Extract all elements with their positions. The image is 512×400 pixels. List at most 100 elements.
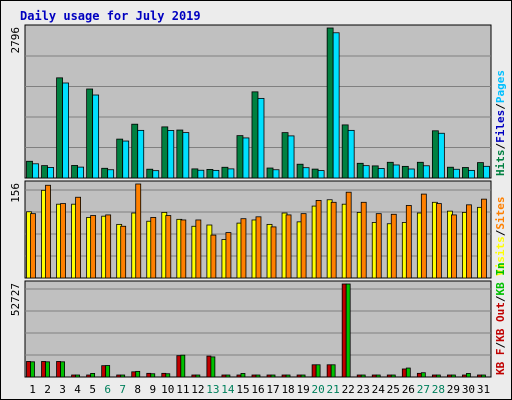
bar-bottom-kb-in-day-24 — [375, 374, 381, 378]
bar-bottom-kb-f-day-10 — [161, 372, 167, 378]
legend-entry-kb-in: KB In — [494, 262, 507, 295]
bar-top-pages-day-9 — [152, 170, 160, 179]
ymax-label-bottom: 52727 — [9, 283, 22, 316]
bar-top-pages-day-18 — [287, 135, 295, 179]
bar-top-hits-day-15 — [236, 135, 244, 179]
bar-top-pages-day-21 — [332, 32, 340, 179]
bar-middle-sites-day-14 — [225, 232, 232, 279]
day-label-2: 2 — [44, 383, 51, 396]
bar-bottom-kb-in-day-23 — [360, 374, 366, 378]
bar-middle-sites-day-20 — [315, 200, 322, 279]
bar-middle-sites-day-28 — [435, 203, 442, 279]
bar-top-hits-day-11 — [176, 129, 184, 179]
bar-bottom-kb-in-day-5 — [90, 373, 96, 378]
legend-separator: / — [494, 143, 507, 150]
bar-top-hits-day-14 — [221, 166, 229, 179]
day-label-4: 4 — [74, 383, 81, 396]
legend-entry-kb-f: KB F — [494, 349, 507, 376]
bar-middle-sites-day-6 — [105, 214, 112, 279]
bar-middle-sites-day-4 — [75, 196, 81, 279]
bar-top-hits-day-29 — [447, 166, 454, 179]
legend-entry-files: Files — [494, 110, 507, 143]
day-label-13: 13 — [206, 383, 219, 396]
panel-bottom — [24, 280, 492, 378]
day-label-24: 24 — [372, 383, 386, 396]
bar-middle-sites-day-18 — [285, 214, 292, 279]
bar-top-hits-day-30 — [462, 167, 469, 179]
bar-bottom-kb-in-day-15 — [240, 373, 246, 378]
bar-bottom-kb-f-day-25 — [386, 374, 392, 378]
bar-top-hits-day-18 — [281, 132, 289, 179]
bar-bottom-kb-f-day-3 — [56, 361, 61, 378]
x-axis-day-labels: 1 2 3 4 5 6 7 8 9 10 11 12 13 14 15 16 17 18 19 20 21 22 23 24 2… — [29, 383, 490, 396]
bar-top-hits-day-7 — [116, 138, 124, 179]
day-label-9: 9 — [149, 383, 156, 396]
day-label-5: 5 — [89, 383, 96, 396]
bar-middle-sites-day-15 — [240, 218, 247, 279]
bar-bottom-kb-f-day-19 — [296, 374, 302, 378]
bar-middle-sites-day-10 — [165, 215, 172, 279]
bar-bottom-kb-f-day-22 — [341, 283, 347, 378]
legend-middle: Visits/Sites — [494, 197, 507, 277]
bar-bottom-kb-in-day-29 — [451, 374, 456, 378]
bar-top-hits-day-17 — [266, 167, 274, 179]
bar-top-hits-day-19 — [296, 163, 304, 179]
bar-middle-sites-day-12 — [195, 219, 202, 279]
y-axis-labels: 2796 156 52727 — [9, 27, 22, 316]
bar-bottom-kb-in-day-2 — [45, 361, 50, 378]
bar-top-pages-day-22 — [347, 129, 355, 179]
bar-top-hits-day-31 — [477, 162, 484, 179]
bar-top-pages-day-25 — [392, 164, 400, 179]
bar-bottom-kb-in-day-3 — [60, 361, 65, 378]
legend-separator: / — [494, 103, 507, 110]
bar-bottom-kb-in-day-9 — [150, 373, 156, 378]
day-label-6: 6 — [104, 383, 111, 396]
bar-middle-sites-day-26 — [405, 205, 412, 279]
bar-bottom-kb-in-day-14 — [225, 374, 231, 378]
day-label-14: 14 — [221, 383, 235, 396]
bar-top-pages-day-19 — [302, 167, 310, 179]
bar-bottom-kb-f-day-18 — [281, 374, 287, 378]
bar-top-hits-day-25 — [386, 161, 394, 179]
legend-top: Hits/Files/Pages — [494, 70, 507, 176]
day-label-30: 30 — [462, 383, 475, 396]
bar-bottom-kb-f-day-16 — [251, 374, 257, 378]
bar-bottom-kb-in-day-22 — [345, 283, 351, 378]
bar-top-hits-day-10 — [161, 126, 169, 179]
bar-bottom-kb-f-day-26 — [401, 368, 407, 378]
bar-bottom-kb-in-day-8 — [135, 370, 141, 378]
day-label-1: 1 — [29, 383, 36, 396]
legend-entry-hits: Hits — [494, 150, 507, 177]
bar-bottom-kb-f-day-8 — [131, 371, 137, 378]
bar-top-hits-day-1 — [26, 160, 33, 179]
legend-bottom: KB F/KB Out/KB In — [494, 262, 507, 375]
bar-top-hits-day-28 — [431, 130, 439, 179]
bar-middle-sites-day-5 — [90, 215, 97, 279]
day-label-16: 16 — [251, 383, 264, 396]
day-label-15: 15 — [236, 383, 249, 396]
bar-bottom-kb-in-day-13 — [210, 356, 216, 378]
day-label-28: 28 — [432, 383, 445, 396]
bar-bottom-kb-in-day-10 — [165, 373, 171, 378]
legend-entry-visits: Visits — [494, 236, 507, 276]
bar-bottom-kb-f-day-29 — [447, 374, 452, 378]
bar-top-pages-day-24 — [377, 168, 385, 179]
bar-top-pages-day-3 — [62, 82, 69, 179]
bar-middle-sites-day-27 — [420, 193, 427, 279]
bar-bottom-kb-f-day-7 — [116, 374, 122, 378]
bar-top-pages-day-29 — [453, 168, 460, 179]
bar-bottom-kb-f-day-15 — [236, 374, 242, 378]
day-label-19: 19 — [296, 383, 309, 396]
legend-entry-sites: Sites — [494, 197, 507, 230]
bar-top-pages-day-5 — [92, 94, 100, 179]
bar-top-pages-day-26 — [407, 168, 415, 179]
bar-bottom-kb-f-day-2 — [41, 361, 46, 378]
bar-top-hits-day-5 — [86, 88, 94, 179]
bar-top-pages-day-11 — [182, 132, 190, 179]
bar-bottom-kb-in-day-28 — [435, 374, 441, 378]
bar-bottom-kb-in-day-17 — [270, 374, 276, 378]
bar-bottom-kb-in-day-26 — [405, 367, 411, 378]
bar-bottom-kb-in-day-20 — [315, 364, 321, 378]
bar-top-hits-day-12 — [191, 168, 199, 179]
bar-middle-sites-day-31 — [481, 198, 487, 279]
